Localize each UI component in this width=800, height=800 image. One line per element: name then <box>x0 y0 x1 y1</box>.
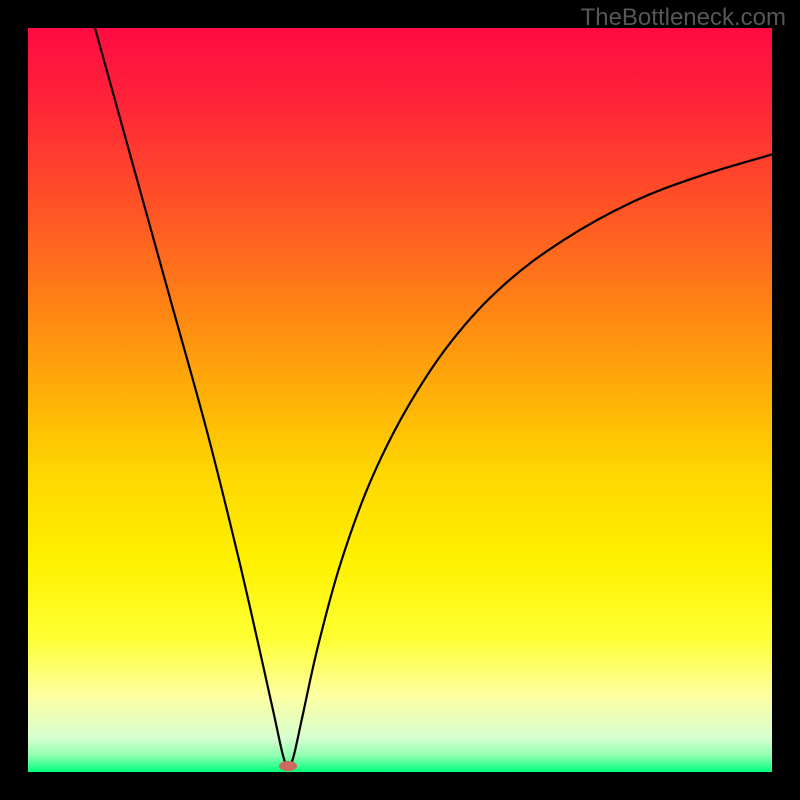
bottleneck-curve <box>28 28 772 772</box>
plot-area <box>28 28 772 772</box>
curve-right-branch <box>289 154 772 769</box>
watermark-text: TheBottleneck.com <box>581 4 786 32</box>
curve-left-branch <box>95 28 288 770</box>
